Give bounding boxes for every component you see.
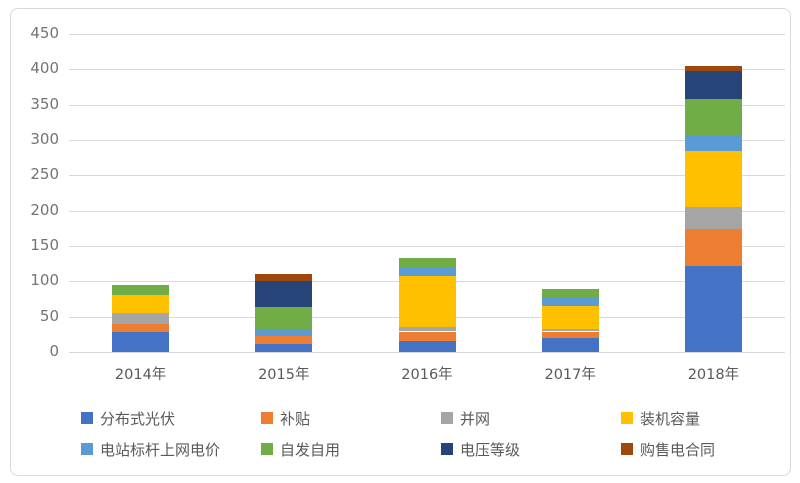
x-axis-label: 2016年 (401, 367, 453, 383)
bar-segment-电压等级 (684, 71, 742, 99)
x-axis-label: 2015年 (258, 367, 310, 383)
bar-segment-分布式光伏 (255, 344, 313, 352)
y-axis-tick-label: 250 (30, 165, 59, 184)
legend-swatch-icon (81, 412, 93, 424)
bar-segment-补贴 (112, 324, 170, 333)
gridline (69, 140, 785, 141)
legend-label: 电压等级 (460, 440, 521, 459)
bar-segment-自发自用 (684, 99, 742, 137)
bar-segment-电压等级 (255, 280, 313, 307)
bar-segment-电站标杆上网电价 (255, 329, 313, 336)
legend-label: 装机容量 (640, 409, 701, 428)
legend-swatch-icon (441, 443, 453, 455)
x-axis-label: 2014年 (114, 367, 167, 383)
y-axis-tick-label: 100 (30, 271, 59, 290)
bar-segment-补贴 (684, 229, 742, 267)
legend-label: 并网 (460, 409, 491, 428)
legend-swatch-icon (261, 412, 273, 424)
bar-segment-电站标杆上网电价 (541, 298, 599, 307)
chart-frame: 0 50 100 150 200 250 300 350 400 450 2014年 2015年 201… (10, 8, 791, 476)
gridline (69, 69, 785, 71)
y-axis-tick-label: 300 (30, 130, 59, 148)
y-axis-tick-label: 350 (30, 94, 59, 113)
legend-swatch-icon (441, 412, 453, 424)
x-axis-label: 2017年 (544, 367, 596, 383)
legend-label: 购售电合同 (640, 440, 716, 459)
bar-segment-自发自用 (112, 284, 170, 295)
gridline (69, 246, 785, 247)
legend-label: 补贴 (280, 409, 311, 428)
gridline (69, 175, 785, 177)
legend-item-自发自用: 自发自用 (261, 438, 441, 460)
y-axis-tick-label: 450 (30, 24, 59, 42)
y-axis-tick-label: 400 (30, 59, 59, 78)
legend-item-补贴: 补贴 (261, 407, 441, 429)
legend-item-装机容量: 装机容量 (621, 407, 781, 429)
bar-segment-并网 (398, 326, 456, 332)
bar-segment-并网 (112, 313, 170, 325)
bar-segment-装机容量 (684, 150, 742, 208)
bar-segment-补贴 (541, 331, 599, 338)
bar-segment-分布式光伏 (112, 332, 170, 352)
y-axis-tick-label: 0 (49, 342, 59, 360)
bar-group-2017年 (541, 9, 599, 352)
gridline (69, 352, 785, 353)
x-axis-label: 2018年 (687, 367, 740, 383)
legend-item-购售电合同: 购售电合同 (621, 438, 781, 460)
bar-segment-电站标杆上网电价 (684, 136, 742, 151)
bar-segment-分布式光伏 (398, 340, 456, 352)
bar-group-2015年 (255, 9, 313, 352)
bar-segment-自发自用 (398, 258, 456, 268)
y-axis-tick-label: 200 (30, 200, 59, 219)
bar-segment-装机容量 (112, 294, 170, 314)
bar-segment-自发自用 (255, 306, 313, 330)
bar-segment-并网 (541, 329, 599, 332)
legend-swatch-icon (261, 443, 273, 455)
bar-segment-并网 (684, 207, 742, 230)
bar-segment-自发自用 (541, 289, 599, 299)
legend-item-并网: 并网 (441, 407, 621, 429)
legend-item-电站标杆上网电价: 电站标杆上网电价 (81, 438, 261, 460)
bar-segment-购售电合同 (255, 274, 313, 281)
bar-group-2018年 (684, 9, 742, 352)
legend-label: 分布式光伏 (100, 409, 176, 428)
y-axis-tick-label: 50 (39, 306, 59, 325)
bar-segment-分布式光伏 (684, 266, 742, 352)
bar-segment-购售电合同 (684, 65, 742, 72)
legend: 分布式光伏 补贴 并网 装机容量电站标杆上网电价 自发自用 电压等级 购售电合同 (81, 407, 781, 460)
bar-group-2014年 (112, 9, 170, 352)
legend-label: 自发自用 (280, 440, 341, 459)
legend-swatch-icon (81, 443, 93, 455)
bar-segment-装机容量 (398, 276, 456, 327)
bar-group-2016年 (398, 9, 456, 352)
bar-segment-补贴 (255, 335, 313, 345)
y-axis-tick-label: 150 (30, 236, 59, 254)
gridline (69, 104, 785, 106)
legend-label: 电站标杆上网电价 (100, 440, 221, 459)
legend-item-电压等级: 电压等级 (441, 438, 621, 460)
gridline (69, 34, 785, 35)
bar-segment-装机容量 (541, 306, 599, 330)
bar-segment-补贴 (398, 331, 456, 341)
legend-swatch-icon (621, 443, 633, 455)
gridline (69, 210, 785, 212)
bar-segment-电站标杆上网电价 (398, 267, 456, 277)
bar-segment-分布式光伏 (541, 337, 599, 352)
legend-item-分布式光伏: 分布式光伏 (81, 407, 261, 429)
legend-swatch-icon (621, 412, 633, 424)
